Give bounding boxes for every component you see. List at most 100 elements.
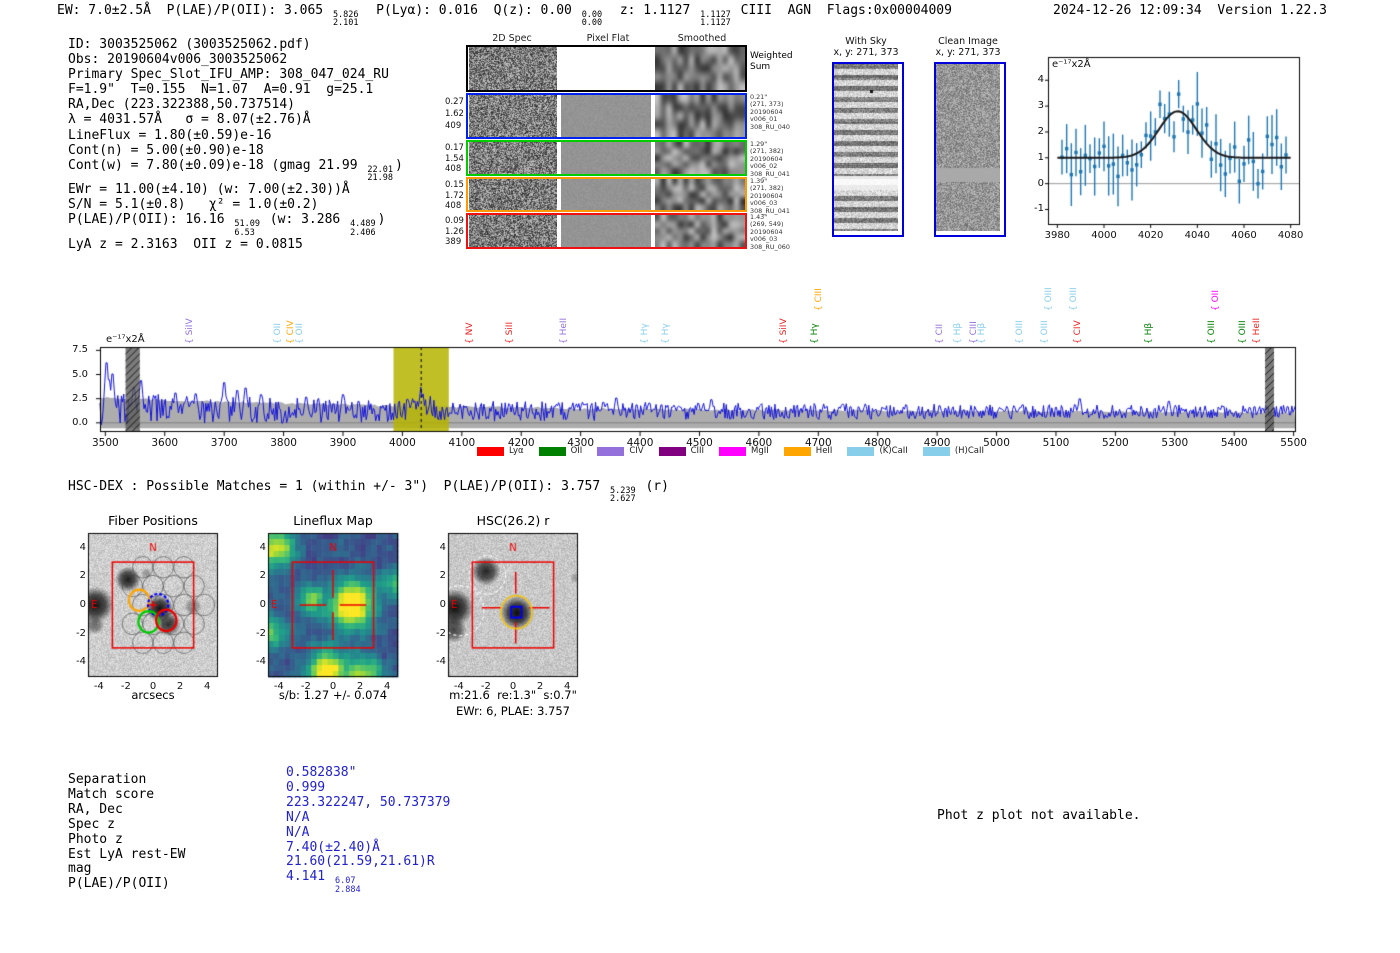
legend-label: MgII xyxy=(751,446,769,456)
match-table-label: RA, Dec xyxy=(68,801,123,817)
emission-line-label: { SiII xyxy=(504,321,515,344)
legend-item: MgII xyxy=(719,446,769,456)
withsky-image-frame xyxy=(832,62,904,237)
match-table-value: 4.141 6.07 2.884 xyxy=(286,869,361,895)
spectrum-xtick: 3500 xyxy=(91,437,119,449)
spec2d-smooth-image xyxy=(655,215,745,247)
match-table-label: Photo z xyxy=(68,831,123,847)
info-line: ID: 3003525062 (3003525062.pdf) xyxy=(68,37,311,52)
match-table-value: 21.60(21.59,21.61)R xyxy=(286,854,435,870)
spec2d-spec-image xyxy=(469,95,557,137)
info-line: EWr = 11.00(±4.10) (w: 7.00(±2.30))Å xyxy=(68,182,350,198)
match-table-label: Match score xyxy=(68,786,155,802)
header-version: Version 1.22.3 xyxy=(1217,3,1327,18)
stacked-value: 0.00 0.00 xyxy=(581,10,603,29)
spectrum-xtick: 5400 xyxy=(1220,437,1248,449)
line-fit-xtick: 4020 xyxy=(1137,230,1164,241)
legend-label: CIII xyxy=(690,446,705,456)
line-fit-xtick: 4000 xyxy=(1091,230,1117,241)
fiber-positions-canvas xyxy=(82,529,224,683)
info-line: Cont(w) = 7.80(±0.09)e-18 (gmag 21.99 22… xyxy=(68,157,403,183)
emission-line-label: { OIII xyxy=(1068,287,1079,311)
line-fit-xtick: 4040 xyxy=(1184,230,1211,241)
match-table-value: N/A xyxy=(286,824,310,840)
spec2d-row xyxy=(466,140,747,176)
header-datetime: 2024-12-26 12:09:34 Version 1.22.3 xyxy=(1053,3,1327,18)
withsky-title: With Sky xyxy=(845,36,887,47)
line-fit-ytick: -1 xyxy=(1034,203,1044,215)
info-line: LineFlux = 1.80(±0.59)e-16 xyxy=(68,127,272,143)
spec2d-header-2dspec: 2D Spec xyxy=(492,33,532,44)
spectrum-xtick: 4500 xyxy=(686,437,713,449)
cutout-ytick: -2 xyxy=(256,627,266,639)
spectrum-xtick: 4400 xyxy=(626,437,654,449)
match-table-value: 223.322247, 50.737379 xyxy=(286,794,451,810)
spec2d-spec-image xyxy=(469,215,557,247)
line-fit-ytick: 2 xyxy=(1037,125,1044,137)
spec2d-flat-image xyxy=(561,215,651,247)
clean-subtitle: x, y: 271, 373 xyxy=(935,47,1001,58)
emission-line-label: { OII xyxy=(1211,290,1222,311)
emission-line-label: { Hβ xyxy=(1144,322,1155,344)
spectrum-ytick: 0.0 xyxy=(72,416,88,428)
emission-line-label: { OIII xyxy=(1015,320,1026,344)
emission-line-label: { SiIV xyxy=(185,318,196,344)
cutout-ytick: -4 xyxy=(256,656,266,668)
spec2d-row xyxy=(466,45,747,92)
lineflux-map-xlabel: s/b: 1.27 +/- 0.074 xyxy=(278,688,388,702)
fiber-positions-xlabel: arcsecs xyxy=(131,688,175,702)
clean-image-frame xyxy=(934,62,1006,237)
stacked-value: 1.1127 1.1127 xyxy=(700,10,731,29)
hsc-cutout-xlabel: m:21.6 re:1.3" s:0.7" xyxy=(449,688,577,702)
info-line: Cont(n) = 5.00(±0.90)e-18 xyxy=(68,142,264,158)
hsc-dex-summary: HSC-DEX : Possible Matches = 1 (within +… xyxy=(68,479,669,505)
spec2d-header-pixelflat: Pixel Flat xyxy=(586,33,630,44)
cutout-xtick: 2 xyxy=(356,681,364,692)
spectrum-xtick: 3900 xyxy=(329,437,357,449)
detection-info-block: ID: 3003525062 (3003525062.pdf) Obs: 2019… xyxy=(68,37,403,252)
emission-line-label: { HeII xyxy=(559,317,570,344)
spectrum-xtick: 4700 xyxy=(804,437,832,449)
line-fit-ytick: 1 xyxy=(1037,151,1044,163)
match-table-value: 7.40(±2.40)Å xyxy=(286,839,380,855)
cutout-ytick: 4 xyxy=(79,541,86,553)
cutout-xtick: -2 xyxy=(480,681,491,692)
line-fit-units-label: e⁻¹⁷x2Å xyxy=(1052,59,1091,70)
line-fit-ytick: 4 xyxy=(1037,74,1044,86)
match-table-value: N/A xyxy=(286,809,310,825)
stacked-value: 5.239 2.627 xyxy=(610,486,636,505)
emission-line-label: { OIII xyxy=(1238,320,1249,344)
match-table-label: Est LyA rest-EW xyxy=(68,846,186,862)
spec2d-row xyxy=(466,93,747,139)
spectrum-units-label: e⁻¹⁷x2Å xyxy=(106,334,145,345)
stacked-value: 4.489 2.406 xyxy=(350,219,376,238)
hsc-cutout-title: HSC(26.2) r xyxy=(476,513,550,528)
match-table-label: mag xyxy=(68,861,92,877)
legend-item: (K)CaII xyxy=(847,446,908,456)
emission-line-label: { NV xyxy=(465,322,476,344)
line-fit-plot-canvas xyxy=(1040,53,1306,233)
spectrum-xtick: 5300 xyxy=(1161,437,1189,449)
cutout-xtick: -4 xyxy=(93,681,104,692)
cutout-xtick: 0 xyxy=(509,681,517,692)
clean-title: Clean Image xyxy=(938,36,998,47)
stacked-value: 5.826 2.101 xyxy=(332,10,359,29)
cutout-ytick: 2 xyxy=(79,570,86,582)
legend-item: CIII xyxy=(658,446,705,456)
emission-line-label: { Hγ xyxy=(640,323,651,344)
spectrum-xtick: 4300 xyxy=(567,437,595,449)
cutout-ytick: 4 xyxy=(439,541,446,553)
cutout-xtick: -2 xyxy=(120,681,131,692)
spec2d-row-left-labels: 0.17 1.54 408 xyxy=(445,143,464,174)
cutout-ytick: 0 xyxy=(439,599,446,610)
spec2d-flat-image xyxy=(561,179,651,210)
cutout-ytick: -4 xyxy=(76,656,86,668)
legend-swatch xyxy=(597,446,625,456)
info-line: LyA z = 2.3163 OII z = 0.0815 xyxy=(68,236,303,252)
line-fit-xtick: 4080 xyxy=(1277,230,1304,241)
info-line: RA,Dec (223.322388,50.737514) xyxy=(68,97,295,113)
fiber-positions-title: Fiber Positions xyxy=(108,513,198,528)
stacked-value: 51.09 6.53 xyxy=(234,219,260,238)
spectrum-ytick: 5.0 xyxy=(72,368,88,380)
